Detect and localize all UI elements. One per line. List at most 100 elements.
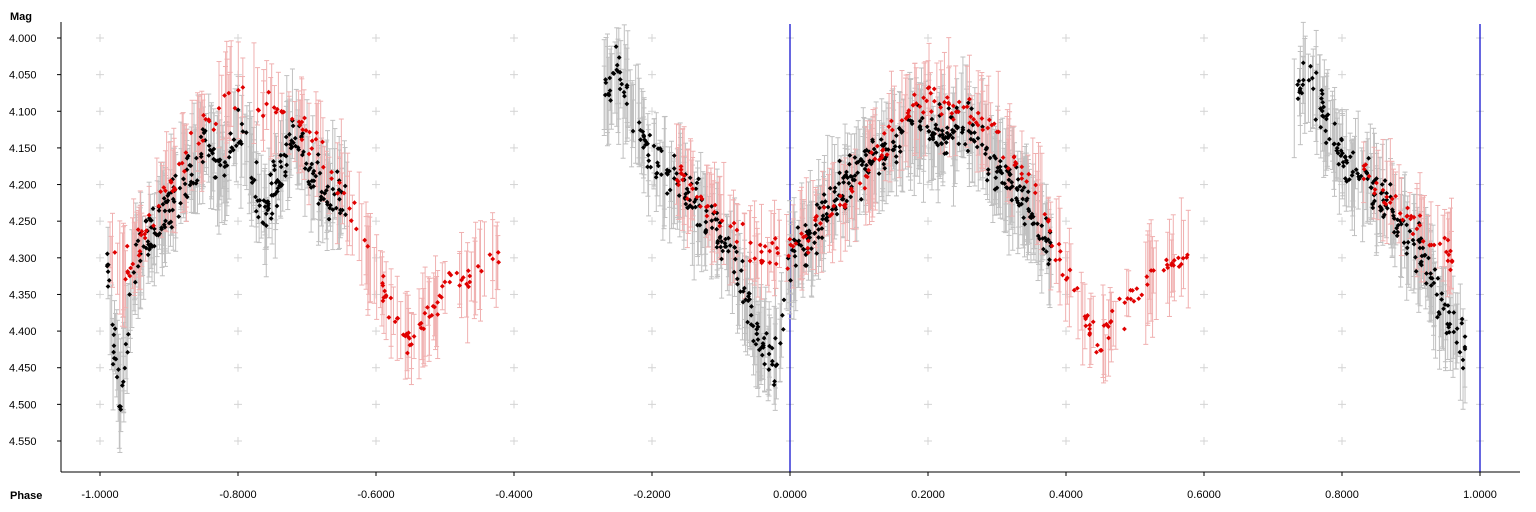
data-point: [956, 141, 962, 147]
data-point: [1417, 239, 1423, 245]
data-point: [819, 226, 825, 231]
grid-plus: [1338, 400, 1346, 409]
grid-plus: [372, 70, 380, 79]
data-point: [803, 222, 808, 228]
data-point: [1014, 198, 1020, 204]
data-point: [1364, 170, 1370, 176]
data-point: [1042, 211, 1048, 217]
data-point: [704, 208, 709, 214]
data-point: [723, 236, 728, 242]
data-point: [1300, 60, 1306, 66]
data-point: [113, 356, 119, 362]
data-point: [238, 139, 243, 144]
data-point: [296, 147, 302, 152]
data-point: [1025, 189, 1031, 195]
data-point: [855, 159, 861, 165]
data-point: [962, 141, 968, 147]
data-point: [1323, 140, 1329, 146]
data-point: [166, 191, 172, 196]
data-point: [956, 99, 962, 105]
data-point: [1340, 159, 1346, 165]
data-point: [307, 165, 313, 171]
data-point: [201, 130, 207, 136]
data-point: [717, 220, 723, 226]
data-point: [116, 404, 122, 409]
grid-plus: [510, 180, 518, 189]
grid-plus: [1200, 143, 1208, 152]
data-point: [293, 143, 298, 149]
data-point: [1336, 161, 1342, 167]
data-point: [858, 196, 864, 202]
data-point: [1462, 346, 1468, 352]
data-point: [198, 151, 204, 157]
data-point: [1350, 150, 1356, 155]
data-point: [207, 147, 213, 153]
data-point: [713, 216, 718, 222]
data-point: [655, 163, 661, 169]
grid-plus: [234, 437, 242, 445]
grid-plus: [1062, 34, 1070, 42]
data-point: [106, 277, 112, 283]
data-point: [120, 379, 126, 385]
data-point: [187, 162, 193, 168]
data-point: [159, 225, 165, 231]
grid-plus: [648, 107, 656, 116]
data-point: [885, 147, 891, 152]
data-point: [1318, 106, 1323, 111]
data-point: [255, 214, 261, 220]
data-point: [743, 297, 749, 303]
grid-plus: [96, 363, 104, 372]
data-point: [693, 186, 699, 192]
data-point: [1295, 96, 1301, 102]
data-point: [795, 225, 801, 230]
data-point: [217, 162, 223, 168]
data-point: [269, 192, 275, 198]
data-point: [110, 361, 116, 367]
data-point: [1343, 158, 1349, 163]
points-series-1: [104, 44, 1468, 413]
data-point: [778, 340, 783, 346]
grid-plus: [96, 400, 104, 409]
data-point: [1457, 349, 1463, 355]
data-point: [1413, 268, 1419, 274]
data-point: [926, 128, 932, 134]
data-point: [1422, 252, 1428, 258]
data-points: [104, 21, 1468, 453]
data-point: [210, 150, 215, 156]
grid-plus: [1062, 143, 1070, 152]
data-point: [233, 143, 239, 149]
data-point: [727, 243, 733, 248]
data-point: [738, 289, 743, 295]
data-point: [762, 361, 768, 367]
data-point: [754, 331, 760, 337]
data-point: [820, 216, 825, 222]
data-point: [278, 159, 283, 165]
data-point: [1380, 214, 1386, 220]
data-point: [249, 180, 255, 185]
data-point: [864, 147, 870, 153]
data-point: [240, 129, 246, 134]
data-point: [781, 297, 787, 303]
data-point: [1300, 82, 1306, 88]
data-point: [1428, 271, 1434, 276]
data-point: [841, 179, 847, 185]
data-point: [645, 164, 650, 170]
data-point: [959, 130, 965, 135]
data-point: [703, 228, 709, 234]
data-point: [1323, 116, 1329, 122]
data-point: [1295, 82, 1300, 88]
grid-plus: [648, 363, 656, 372]
data-point: [167, 208, 172, 214]
data-point: [610, 70, 616, 76]
data-point: [311, 168, 317, 174]
data-point: [687, 175, 693, 181]
data-point: [788, 277, 793, 283]
data-point: [1045, 237, 1051, 243]
data-point: [748, 312, 754, 318]
data-point: [324, 199, 330, 205]
data-point: [1395, 222, 1401, 228]
data-point: [630, 128, 636, 134]
data-point: [893, 154, 899, 159]
grid-plus: [510, 290, 518, 299]
data-point: [614, 62, 620, 68]
